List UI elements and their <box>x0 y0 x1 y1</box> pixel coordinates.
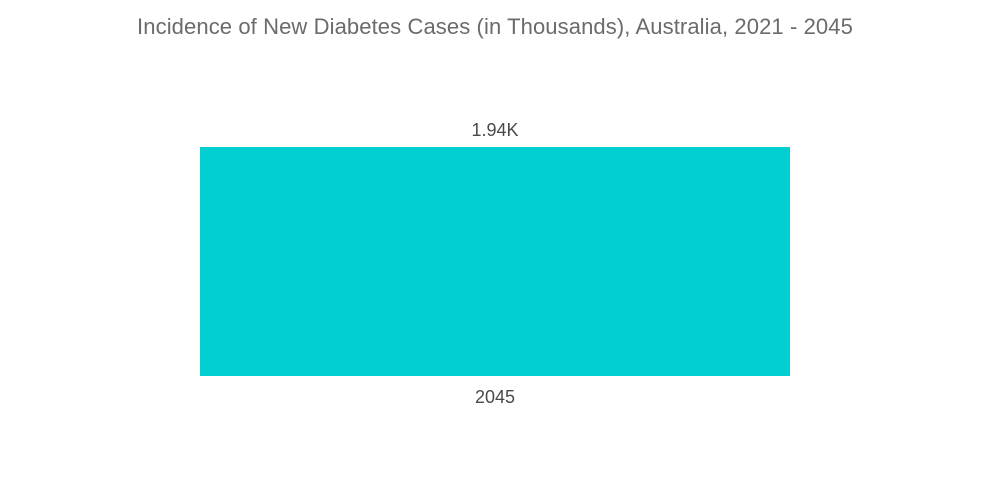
bars-layer <box>200 147 790 376</box>
bar-2045 <box>200 147 790 376</box>
chart-title: Incidence of New Diabetes Cases (in Thou… <box>137 14 853 39</box>
x-tick-label-2045: 2045 <box>475 387 515 407</box>
data-label-2045: 1.94K <box>471 120 518 140</box>
labels-layer: 1.94K 2045 <box>471 120 518 407</box>
